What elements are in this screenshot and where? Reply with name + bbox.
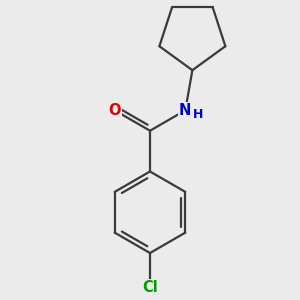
Text: Cl: Cl bbox=[142, 280, 158, 295]
Text: H: H bbox=[193, 108, 203, 121]
Text: N: N bbox=[179, 103, 191, 118]
Text: O: O bbox=[108, 103, 121, 118]
